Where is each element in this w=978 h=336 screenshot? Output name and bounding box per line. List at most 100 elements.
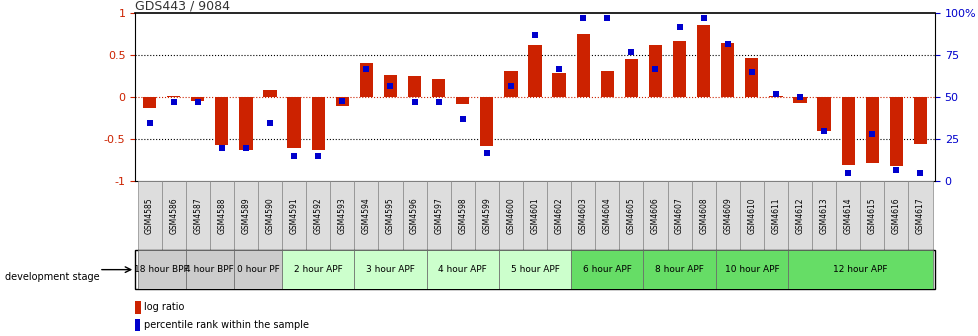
Bar xyxy=(191,97,204,101)
Bar xyxy=(161,181,186,250)
Point xyxy=(286,154,301,159)
Text: GSM4608: GSM4608 xyxy=(698,198,707,234)
Point xyxy=(719,41,734,46)
Text: 4 hour BPF: 4 hour BPF xyxy=(185,265,234,274)
Bar xyxy=(528,45,541,97)
Bar xyxy=(643,250,715,289)
Text: 10 hour APF: 10 hour APF xyxy=(724,265,778,274)
Text: GSM4585: GSM4585 xyxy=(145,198,154,234)
Bar xyxy=(209,181,234,250)
Point xyxy=(599,16,614,21)
Bar xyxy=(841,97,854,165)
Point xyxy=(165,100,181,105)
Point xyxy=(743,70,759,75)
Bar xyxy=(787,181,811,250)
Point xyxy=(430,100,446,105)
Bar xyxy=(135,301,141,314)
Bar xyxy=(408,77,421,97)
Point xyxy=(455,117,470,122)
Point xyxy=(526,33,542,38)
Bar xyxy=(739,181,763,250)
Bar xyxy=(883,181,908,250)
Bar xyxy=(330,181,354,250)
Bar xyxy=(504,72,517,97)
Text: GSM4601: GSM4601 xyxy=(530,198,539,234)
Bar xyxy=(570,250,643,289)
Bar xyxy=(456,97,468,104)
Bar xyxy=(552,73,565,97)
Bar xyxy=(865,97,878,163)
Bar xyxy=(889,97,902,166)
Text: GSM4599: GSM4599 xyxy=(482,198,491,234)
Bar xyxy=(547,181,570,250)
Text: GSM4617: GSM4617 xyxy=(915,198,924,234)
Point xyxy=(623,49,639,55)
Bar xyxy=(648,44,661,97)
Bar xyxy=(595,181,619,250)
Bar xyxy=(288,97,300,148)
Bar xyxy=(499,250,570,289)
Text: GSM4596: GSM4596 xyxy=(410,198,419,234)
Text: GSM4600: GSM4600 xyxy=(506,198,514,234)
Bar xyxy=(282,181,306,250)
Bar xyxy=(570,181,595,250)
Point xyxy=(816,128,831,134)
Point xyxy=(406,100,422,105)
Text: 2 hour APF: 2 hour APF xyxy=(293,265,342,274)
Point xyxy=(864,132,879,137)
Text: percentile rank within the sample: percentile rank within the sample xyxy=(144,320,309,330)
Bar xyxy=(811,181,835,250)
Text: GSM4610: GSM4610 xyxy=(746,198,756,234)
Text: log ratio: log ratio xyxy=(144,302,184,312)
Text: GSM4595: GSM4595 xyxy=(385,198,394,234)
Bar xyxy=(137,181,161,250)
Bar xyxy=(234,250,282,289)
Bar xyxy=(137,250,186,289)
Point xyxy=(310,154,326,159)
Point xyxy=(190,100,205,105)
Text: GSM4604: GSM4604 xyxy=(602,198,611,234)
Point xyxy=(671,24,687,30)
Bar xyxy=(667,181,690,250)
Bar xyxy=(792,97,806,103)
Bar xyxy=(522,181,547,250)
Bar xyxy=(744,58,758,97)
Bar xyxy=(600,72,613,97)
Text: GSM4615: GSM4615 xyxy=(867,198,876,234)
Bar xyxy=(311,97,325,151)
Bar xyxy=(186,250,234,289)
Text: GSM4598: GSM4598 xyxy=(458,198,467,234)
Bar xyxy=(912,97,926,144)
Point xyxy=(791,95,807,100)
Point xyxy=(262,120,278,125)
Bar xyxy=(263,90,277,97)
Text: GSM4587: GSM4587 xyxy=(193,198,202,234)
Bar xyxy=(835,181,860,250)
Text: GSM4603: GSM4603 xyxy=(578,198,587,234)
Bar xyxy=(787,250,932,289)
Point xyxy=(911,170,927,176)
Text: GSM4606: GSM4606 xyxy=(650,198,659,234)
Bar xyxy=(721,43,734,97)
Bar xyxy=(234,181,258,250)
Point xyxy=(358,66,374,72)
Text: GSM4614: GSM4614 xyxy=(843,198,852,234)
Bar xyxy=(402,181,426,250)
Text: GSM4593: GSM4593 xyxy=(337,198,346,234)
Text: GSM4597: GSM4597 xyxy=(433,198,443,234)
Point xyxy=(503,83,518,88)
Bar xyxy=(426,181,450,250)
Text: 4 hour APF: 4 hour APF xyxy=(438,265,487,274)
Bar xyxy=(282,250,354,289)
Text: GSM4592: GSM4592 xyxy=(313,198,323,234)
Text: 6 hour APF: 6 hour APF xyxy=(582,265,631,274)
Text: development stage: development stage xyxy=(5,272,100,282)
Point xyxy=(214,145,230,151)
Bar xyxy=(239,97,252,150)
Bar xyxy=(383,75,397,97)
Bar xyxy=(860,181,883,250)
Bar xyxy=(576,35,589,97)
Bar xyxy=(643,181,667,250)
Bar xyxy=(431,79,445,97)
Text: GDS443 / 9084: GDS443 / 9084 xyxy=(135,0,230,12)
